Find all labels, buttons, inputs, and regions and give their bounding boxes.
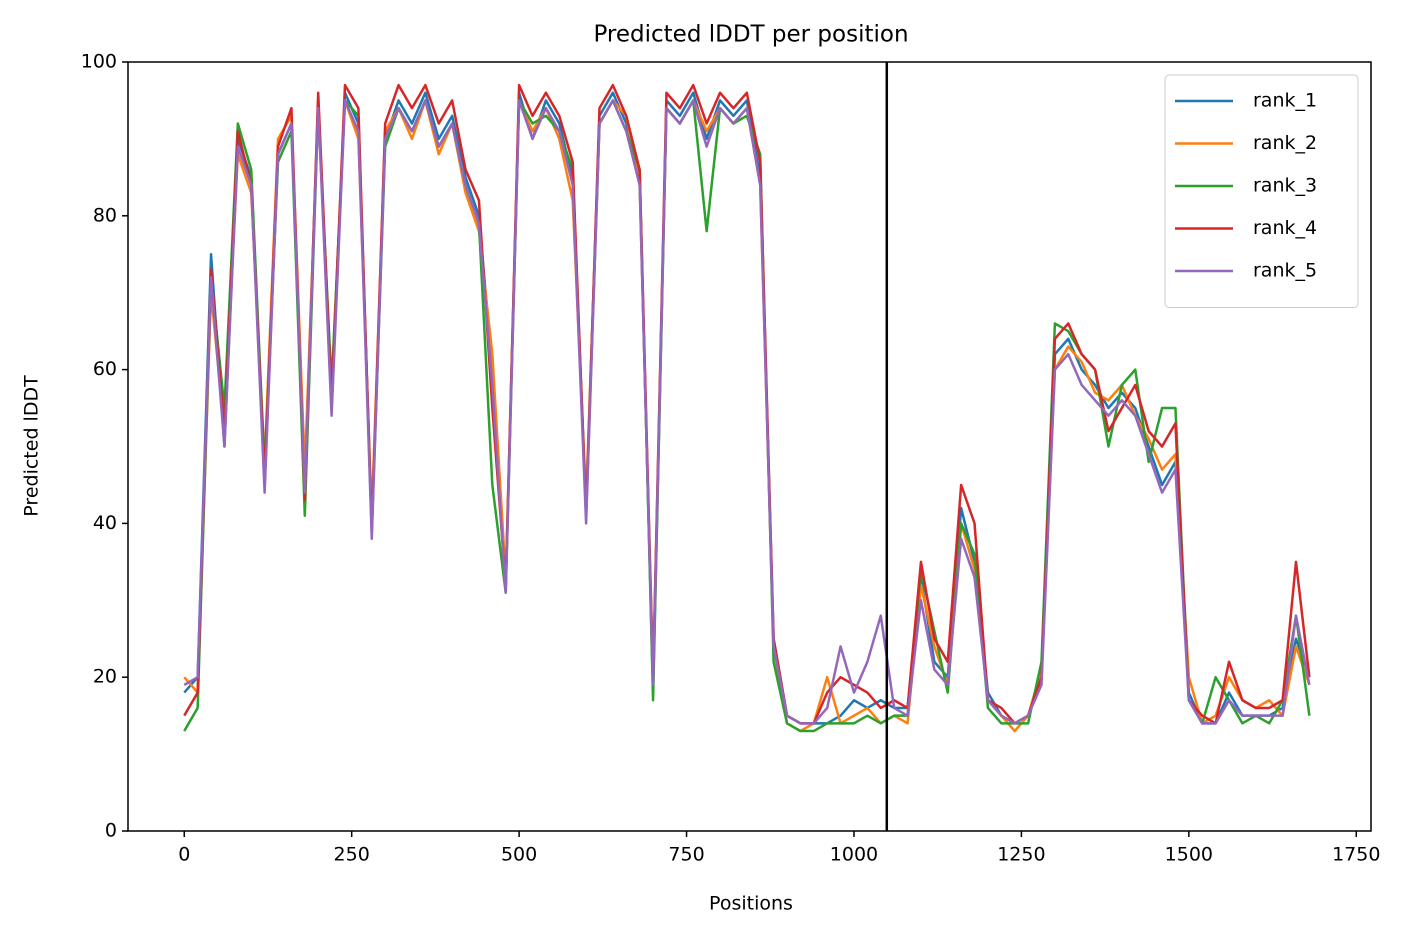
legend-box (1164, 74, 1359, 308)
x-tick-label: 1750 (1332, 844, 1380, 866)
x-tick-label: 0 (178, 844, 190, 866)
y-tick-label: 80 (93, 204, 117, 226)
legend-label: rank_4 (1253, 217, 1317, 239)
legend-label: rank_1 (1253, 90, 1317, 112)
x-tick-label: 750 (668, 844, 704, 866)
series-line (183, 99, 1311, 733)
series-line (183, 83, 1311, 725)
x-tick-label: 500 (501, 844, 537, 866)
series-line (183, 99, 1311, 725)
legend-label: rank_2 (1253, 132, 1317, 154)
y-tick-label: 60 (93, 358, 117, 380)
y-tick-label: 100 (81, 51, 117, 73)
x-tick-label: 1000 (830, 844, 878, 866)
y-tick-label: 40 (93, 512, 117, 534)
series-line (183, 99, 1311, 733)
x-tick-label: 250 (334, 844, 370, 866)
x-axis-label: Positions (709, 893, 793, 915)
plot-frame (127, 61, 1372, 832)
x-tick-label: 1500 (1165, 844, 1213, 866)
x-tick-label: 1250 (997, 844, 1045, 866)
y-tick-label: 20 (93, 666, 117, 688)
legend-label: rank_5 (1253, 260, 1317, 282)
legend-label: rank_3 (1253, 175, 1317, 197)
chart-title: Predicted lDDT per position (593, 22, 908, 48)
y-tick-label: 0 (105, 820, 117, 842)
y-axis-label: Predicted lDDT (21, 375, 43, 517)
